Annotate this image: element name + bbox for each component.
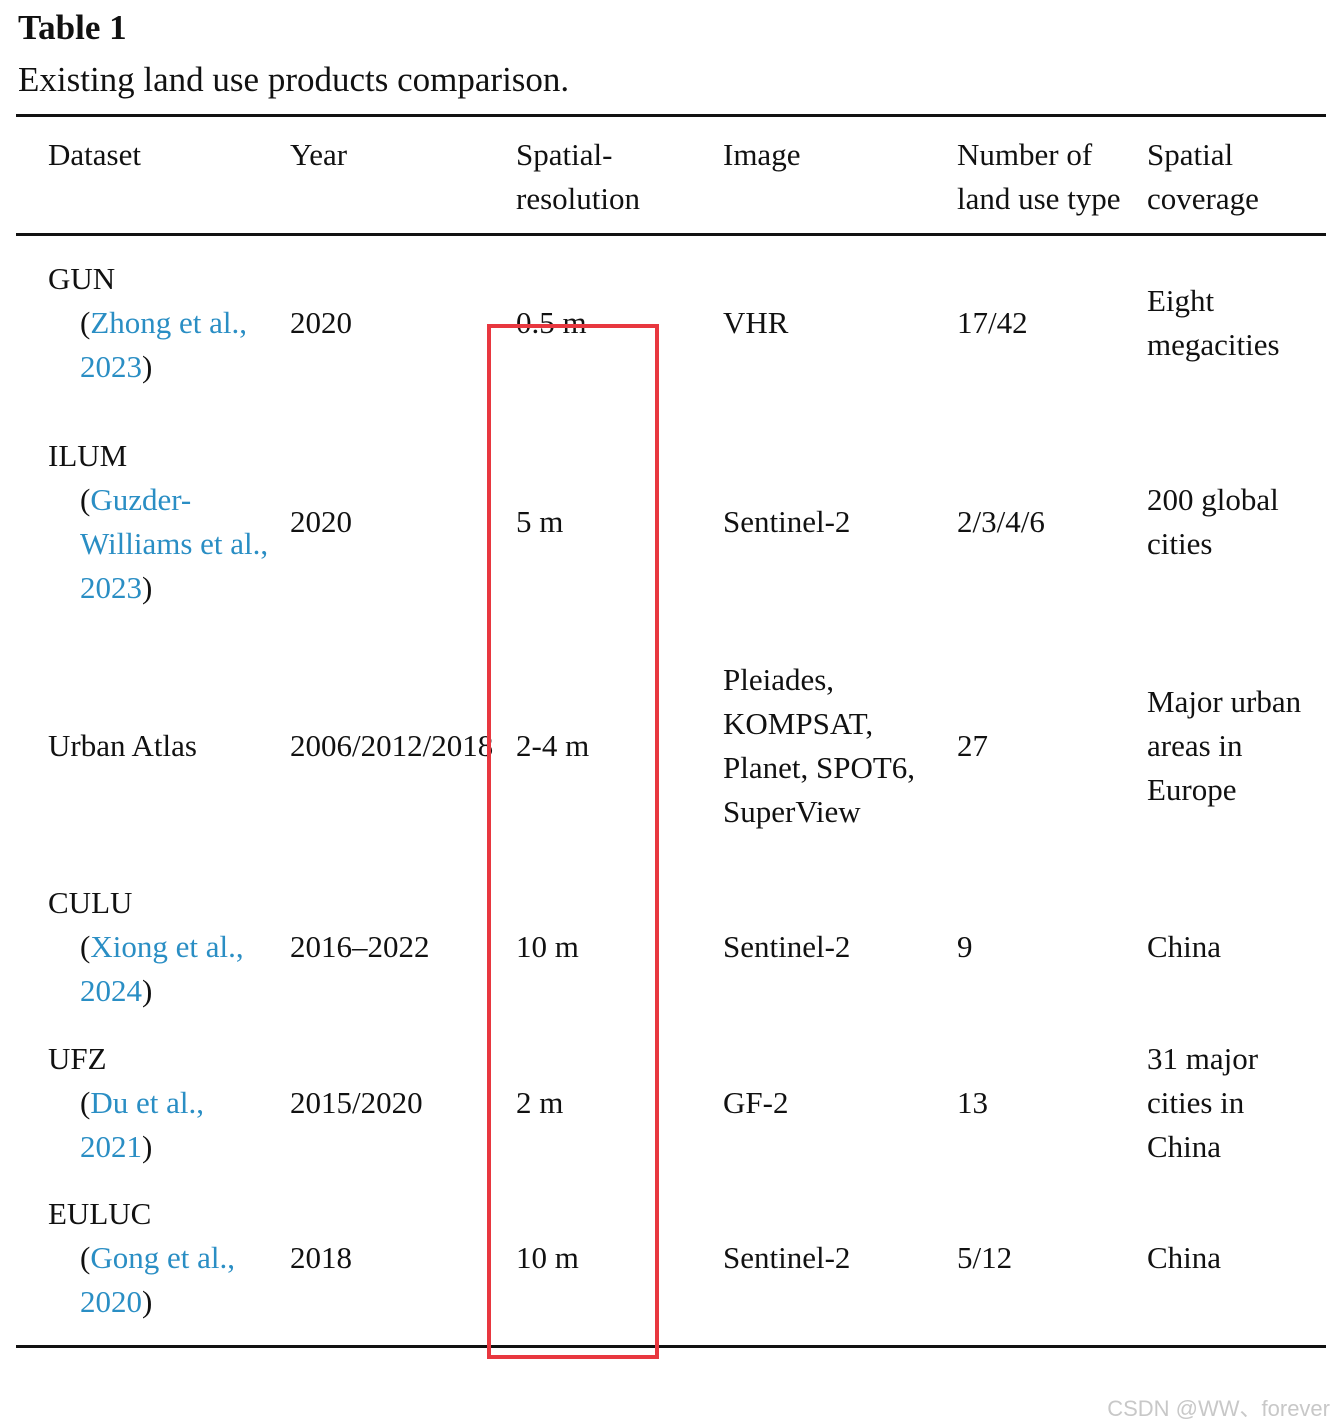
- citation: (Gong et al., 2020): [48, 1236, 270, 1324]
- table-cell: 2016–2022: [290, 928, 430, 964]
- table-cell: Major urban areas in Europe: [1147, 683, 1302, 807]
- header-cell: Image: [713, 115, 947, 236]
- dataset-name: Urban Atlas: [48, 727, 197, 763]
- citation: (Xiong et al., 2024): [48, 925, 270, 1013]
- paren: (: [80, 305, 91, 341]
- table-cell: China: [1147, 928, 1222, 964]
- dataset-cell: EULUC (Gong et al., 2020): [16, 1171, 280, 1347]
- citation-link: Xiong et al., 2024: [80, 928, 244, 1008]
- watermark: CSDN @WW、forever: [1107, 1396, 1330, 1421]
- citation-link: Guzder-Williams et al., 2023: [80, 481, 269, 605]
- table-cell: 31 major cities in China: [1147, 1040, 1259, 1164]
- table-cell: VHR: [723, 305, 789, 341]
- table-cell: 9: [957, 928, 973, 964]
- dataset-name: CULU: [48, 884, 133, 920]
- dataset-cell: ILUM (Guzder-Williams et al., 2023): [16, 411, 280, 633]
- table-cell: Sentinel-2: [723, 928, 851, 964]
- citation-link: Gong et al., 2020: [80, 1239, 235, 1319]
- table-cell: China: [1147, 1239, 1222, 1275]
- table-cell: 2018: [290, 1239, 352, 1275]
- table-cell: 17/42: [957, 305, 1028, 341]
- dataset-name: EULUC: [48, 1195, 152, 1231]
- table-cell: 2-4 m: [516, 727, 590, 763]
- table-cell: 0.5 m: [516, 305, 587, 341]
- table-cell: Eight megacities: [1147, 283, 1280, 363]
- table-title: Existing land use products comparison.: [18, 60, 570, 99]
- table-row: UFZ (Du et al., 2021) 2015/2020 2 m GF-2 13 31…: [16, 1035, 1326, 1171]
- dataset-name: ILUM: [48, 437, 128, 473]
- dataset-name: GUN: [48, 261, 116, 297]
- citation: (Guzder-Williams et al., 2023): [48, 478, 270, 610]
- paren: (: [80, 928, 91, 964]
- header-row: Dataset Year Spatial-resolution Image Number…: [16, 115, 1326, 236]
- paren: (: [80, 481, 91, 517]
- header-cell: Number of land use type: [947, 115, 1137, 236]
- table-row: CULU (Xiong et al., 2024) 2016–2022 10 m Sen…: [16, 859, 1326, 1035]
- paren: ): [142, 1128, 153, 1164]
- citation-link: Du et al., 2021: [80, 1084, 204, 1164]
- table-row: EULUC (Gong et al., 2020) 2018 10 m Sentinel…: [16, 1171, 1326, 1347]
- table-body: GUN (Zhong et al., 2023) 2020 0.5 m VHR 17/42…: [16, 235, 1326, 1347]
- table-cell: 5/12: [957, 1239, 1013, 1275]
- table-cell: 2015/2020: [290, 1084, 423, 1120]
- table-row: GUN (Zhong et al., 2023) 2020 0.5 m VHR 17/42…: [16, 235, 1326, 411]
- dataset-cell: Urban Atlas: [16, 633, 280, 859]
- paren: (: [80, 1084, 91, 1120]
- table-row: Urban Atlas 2006/2012/2018 2-4 m Pleiades, …: [16, 633, 1326, 859]
- table-cell: 2/3/4/6: [957, 503, 1045, 539]
- table-cell: 2006/2012/2018: [290, 727, 494, 763]
- citation: (Zhong et al., 2023): [48, 301, 270, 389]
- header-cell: Year: [280, 115, 506, 236]
- table-cell: Sentinel-2: [723, 1239, 851, 1275]
- paren: ): [142, 972, 153, 1008]
- paren: ): [142, 349, 153, 385]
- header-cell: Spatial-resolution: [506, 115, 713, 236]
- table-cell: 200 global cities: [1147, 481, 1279, 561]
- table-cell: 13: [957, 1084, 988, 1120]
- header-cell: Spatial coverage: [1137, 115, 1326, 236]
- table-cell: Pleiades, KOMPSAT, Planet, SPOT6, SuperV…: [723, 661, 916, 829]
- paren: (: [80, 1239, 91, 1275]
- dataset-cell: CULU (Xiong et al., 2024): [16, 859, 280, 1035]
- table-cell: Sentinel-2: [723, 503, 851, 539]
- paren: ): [142, 569, 153, 605]
- table-cell: 2020: [290, 503, 352, 539]
- table-cell: 2020: [290, 305, 352, 341]
- highlight-box: [487, 324, 659, 1359]
- table-cell: 10 m: [516, 928, 579, 964]
- table-cell: 5 m: [516, 503, 564, 539]
- dataset-cell: UFZ (Du et al., 2021): [16, 1035, 280, 1171]
- table: Dataset Year Spatial-resolution Image Number…: [16, 114, 1326, 1348]
- table-cell: 27: [957, 727, 988, 763]
- dataset-cell: GUN (Zhong et al., 2023): [16, 235, 280, 411]
- citation-link: Zhong et al., 2023: [80, 305, 248, 385]
- paren: ): [142, 1283, 153, 1319]
- table-cell: GF-2: [723, 1084, 789, 1120]
- table-cell: 10 m: [516, 1239, 579, 1275]
- table-label: Table 1: [18, 8, 127, 47]
- header-cell: Dataset: [16, 115, 280, 236]
- table-cell: 2 m: [516, 1084, 564, 1120]
- table-row: ILUM (Guzder-Williams et al., 2023) 2020 5 …: [16, 411, 1326, 633]
- dataset-name: UFZ: [48, 1040, 107, 1076]
- citation: (Du et al., 2021): [48, 1081, 270, 1169]
